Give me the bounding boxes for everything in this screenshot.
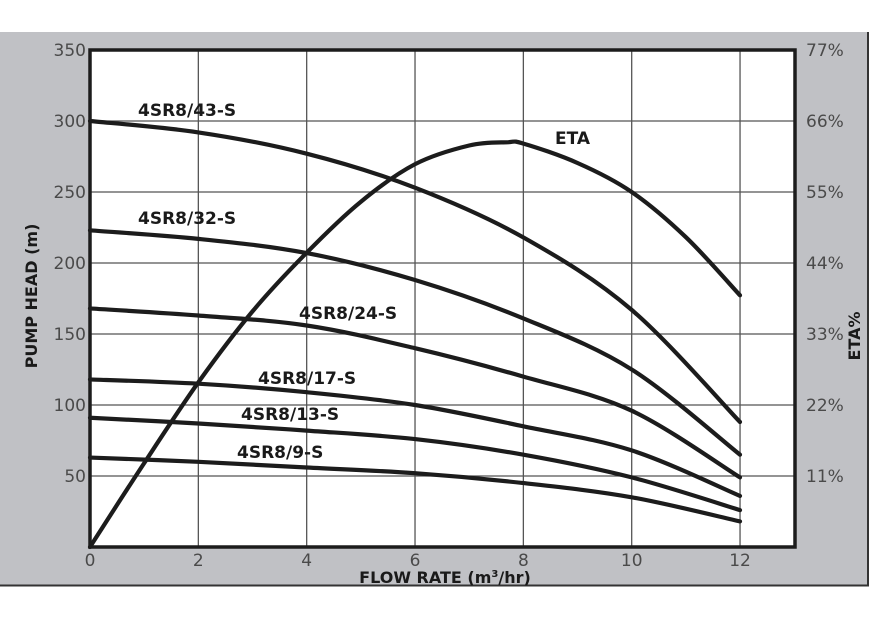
- y-tick-label: 150: [54, 325, 86, 345]
- y-axis-title: PUMP HEAD (m): [22, 224, 41, 369]
- y-tick-label: 50: [64, 467, 86, 487]
- x-axis-title: FLOW RATE (m3/hr): [359, 568, 531, 587]
- curve-label: 4SR8/13-S: [241, 405, 339, 425]
- y2-tick-label: 55%: [806, 183, 844, 203]
- x-tick-label: 10: [621, 551, 643, 571]
- y2-tick-label: 44%: [806, 254, 844, 274]
- y-tick-label: 100: [54, 396, 86, 416]
- y-tick-label: 350: [54, 41, 86, 61]
- x-tick-label: 8: [518, 551, 529, 571]
- curve-label: 4SR8/32-S: [138, 209, 236, 229]
- y-tick-label: 250: [54, 183, 86, 203]
- x-tick-label: 12: [729, 551, 751, 571]
- plot-frame: [88, 48, 797, 549]
- y2-tick-label: 77%: [806, 41, 844, 61]
- curve-4sr8-24-s: [87, 306, 743, 480]
- x-tick-label: 2: [193, 551, 204, 571]
- curve-label: 4SR8/24-S: [299, 304, 397, 324]
- curve-eta: [87, 139, 743, 550]
- curve-4sr8-13-s: [87, 415, 743, 513]
- grid-lines: [90, 50, 795, 547]
- axis-ticks: 0 2 4 6 8 10 12 350 300 250 200 150 100 50 77% 66% 55% 44…: [54, 41, 844, 571]
- curve-4sr8-43-s: [87, 118, 743, 425]
- y2-tick-label: 11%: [806, 467, 844, 487]
- y2-axis-title: ETA%: [845, 311, 864, 360]
- y2-tick-label: 66%: [806, 112, 844, 132]
- y2-tick-label: 22%: [806, 396, 844, 416]
- x-tick-label: 4: [301, 551, 312, 571]
- curve-label: 4SR8/17-S: [258, 369, 356, 389]
- curve-lines: [87, 118, 743, 550]
- curve-4sr8-32-s: [87, 228, 743, 457]
- y2-tick-label: 33%: [806, 325, 844, 345]
- y-tick-label: 200: [54, 254, 86, 274]
- curve-label: 4SR8/43-S: [138, 101, 236, 121]
- x-tick-label: 6: [410, 551, 421, 571]
- curve-label: ETA: [555, 129, 591, 149]
- curve-labels: 4SR8/43-S 4SR8/32-S 4SR8/24-S 4SR8/17-S 4SR8…: [138, 101, 591, 463]
- curve-4sr8-9-s: [87, 455, 743, 524]
- y-tick-label: 300: [54, 112, 86, 132]
- x-tick-label: 0: [85, 551, 96, 571]
- curve-label: 4SR8/9-S: [237, 443, 323, 463]
